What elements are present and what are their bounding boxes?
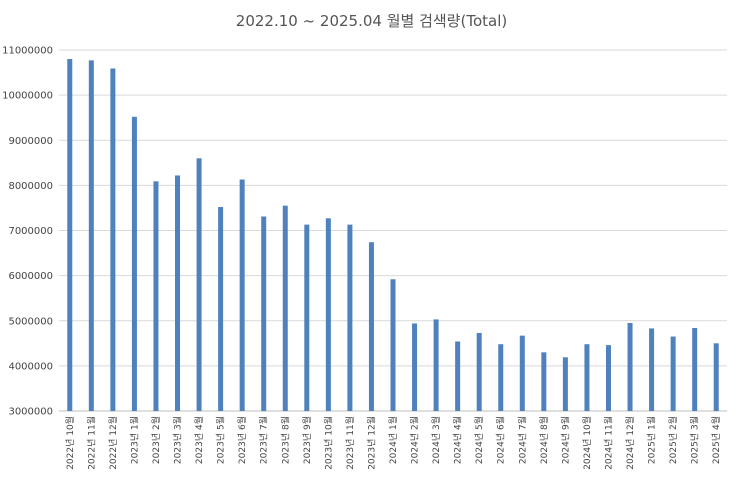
- x-axis-ticks: 2022년 10월 2022년 11월 2022년 12월 2023년 1월 2023년…: [64, 416, 722, 470]
- bar: [562, 357, 568, 411]
- x-tick-label: 2024년 5월: [473, 416, 485, 464]
- bar: [67, 59, 73, 412]
- bar: [670, 336, 676, 411]
- x-tick-label: 2023년 10월: [322, 416, 334, 470]
- bar: [412, 323, 418, 411]
- x-tick-label: 2024년 3월: [430, 416, 442, 464]
- x-tick-label: 2024년 10월: [581, 416, 593, 470]
- bar: [88, 60, 94, 411]
- x-tick-label: 2023년 1월: [128, 416, 140, 464]
- bar: [110, 68, 116, 411]
- x-tick-label: 2022년 12월: [107, 416, 119, 470]
- bar: [131, 116, 137, 411]
- bar: [175, 175, 181, 411]
- bar: [325, 218, 331, 411]
- chart-title: 2022.10 ~ 2025.04 월별 검색량(Total): [235, 12, 508, 30]
- bar: [455, 341, 461, 411]
- bar: [541, 352, 547, 411]
- y-tick-label: 6000000: [8, 271, 53, 282]
- x-tick-label: 2023년 2월: [150, 416, 162, 464]
- bar: [218, 207, 224, 411]
- bar: [347, 224, 353, 411]
- bars: [67, 59, 719, 412]
- bar: [692, 327, 698, 411]
- x-tick-label: 2025년 4월: [710, 416, 722, 464]
- y-tick-label: 9000000: [8, 136, 53, 147]
- bar: [239, 179, 245, 411]
- x-tick-label: 2023년 9월: [301, 416, 313, 464]
- x-tick-label: 2024년 9월: [559, 416, 571, 464]
- bar: [713, 343, 719, 411]
- y-tick-label: 8000000: [8, 181, 53, 192]
- x-tick-label: 2023년 8월: [279, 416, 291, 464]
- x-tick-label: 2024년 12월: [624, 416, 636, 470]
- x-tick-label: 2025년 1월: [646, 416, 658, 464]
- y-tick-label: 11000000: [2, 46, 53, 57]
- x-tick-label: 2023년 11월: [344, 416, 356, 470]
- x-tick-label: 2022년 11월: [85, 416, 97, 470]
- x-tick-label: 2022년 10월: [64, 416, 76, 470]
- bar: [153, 181, 159, 411]
- x-tick-label: 2024년 8월: [538, 416, 550, 464]
- x-tick-label: 2024년 4월: [452, 416, 464, 464]
- bar: [627, 323, 633, 411]
- bar: [433, 319, 439, 411]
- x-tick-label: 2023년 6월: [236, 416, 248, 464]
- y-tick-label: 3000000: [8, 407, 53, 418]
- y-tick-label: 7000000: [8, 226, 53, 237]
- x-tick-label: 2024년 11월: [602, 416, 614, 470]
- bar: [304, 224, 310, 411]
- y-tick-label: 4000000: [8, 361, 53, 372]
- x-tick-label: 2024년 1월: [387, 416, 399, 464]
- bar: [390, 279, 396, 411]
- y-axis-ticks: 3000000 4000000 5000000 6000000 7000000 80000…: [2, 46, 53, 418]
- bar: [498, 344, 504, 411]
- x-tick-label: 2023년 5월: [215, 416, 227, 464]
- x-tick-label: 2025년 3월: [689, 416, 701, 464]
- y-tick-label: 5000000: [8, 316, 53, 327]
- x-tick-label: 2024년 7월: [516, 416, 528, 464]
- bar: [196, 158, 202, 411]
- y-tick-label: 10000000: [2, 91, 53, 102]
- bar: [519, 335, 525, 411]
- bar: [605, 345, 611, 411]
- bar: [649, 328, 655, 411]
- x-tick-label: 2023년 3월: [172, 416, 184, 464]
- bar: [282, 205, 288, 411]
- bar: [261, 216, 267, 411]
- x-tick-label: 2024년 6월: [495, 416, 507, 464]
- bar: [584, 344, 590, 411]
- bar: [476, 332, 482, 411]
- x-tick-label: 2023년 12월: [365, 416, 377, 470]
- x-tick-label: 2024년 2월: [409, 416, 421, 464]
- x-tick-label: 2023년 4월: [193, 416, 205, 464]
- x-tick-label: 2023년 7월: [258, 416, 270, 464]
- bar: [368, 242, 374, 411]
- x-tick-label: 2025년 2월: [667, 416, 679, 464]
